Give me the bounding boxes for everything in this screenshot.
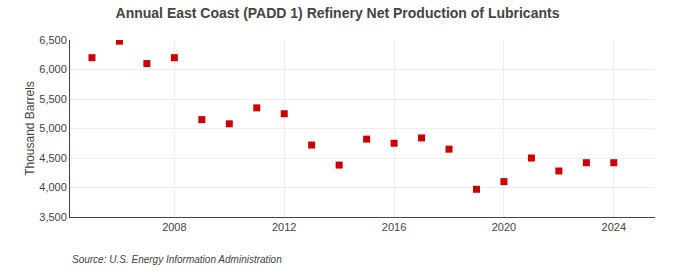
svg-text:Annual East Coast (PADD 1) Ref: Annual East Coast (PADD 1) Refinery Net … [116, 5, 560, 21]
svg-text:6,500: 6,500 [39, 34, 67, 46]
svg-text:5,000: 5,000 [39, 122, 67, 134]
svg-text:4,500: 4,500 [39, 152, 67, 164]
svg-text:2024: 2024 [602, 221, 626, 233]
svg-text:Source: U.S. Energy Informatio: Source: U.S. Energy Information Administ… [72, 254, 282, 265]
svg-text:2016: 2016 [382, 221, 406, 233]
svg-text:6,000: 6,000 [39, 63, 67, 75]
svg-text:2008: 2008 [162, 221, 186, 233]
svg-text:2012: 2012 [272, 221, 296, 233]
svg-text:2020: 2020 [492, 221, 516, 233]
svg-text:Thousand Barrels: Thousand Barrels [23, 81, 37, 176]
svg-text:3,500: 3,500 [39, 211, 67, 223]
svg-text:5,500: 5,500 [39, 93, 67, 105]
svg-text:4,000: 4,000 [39, 181, 67, 193]
